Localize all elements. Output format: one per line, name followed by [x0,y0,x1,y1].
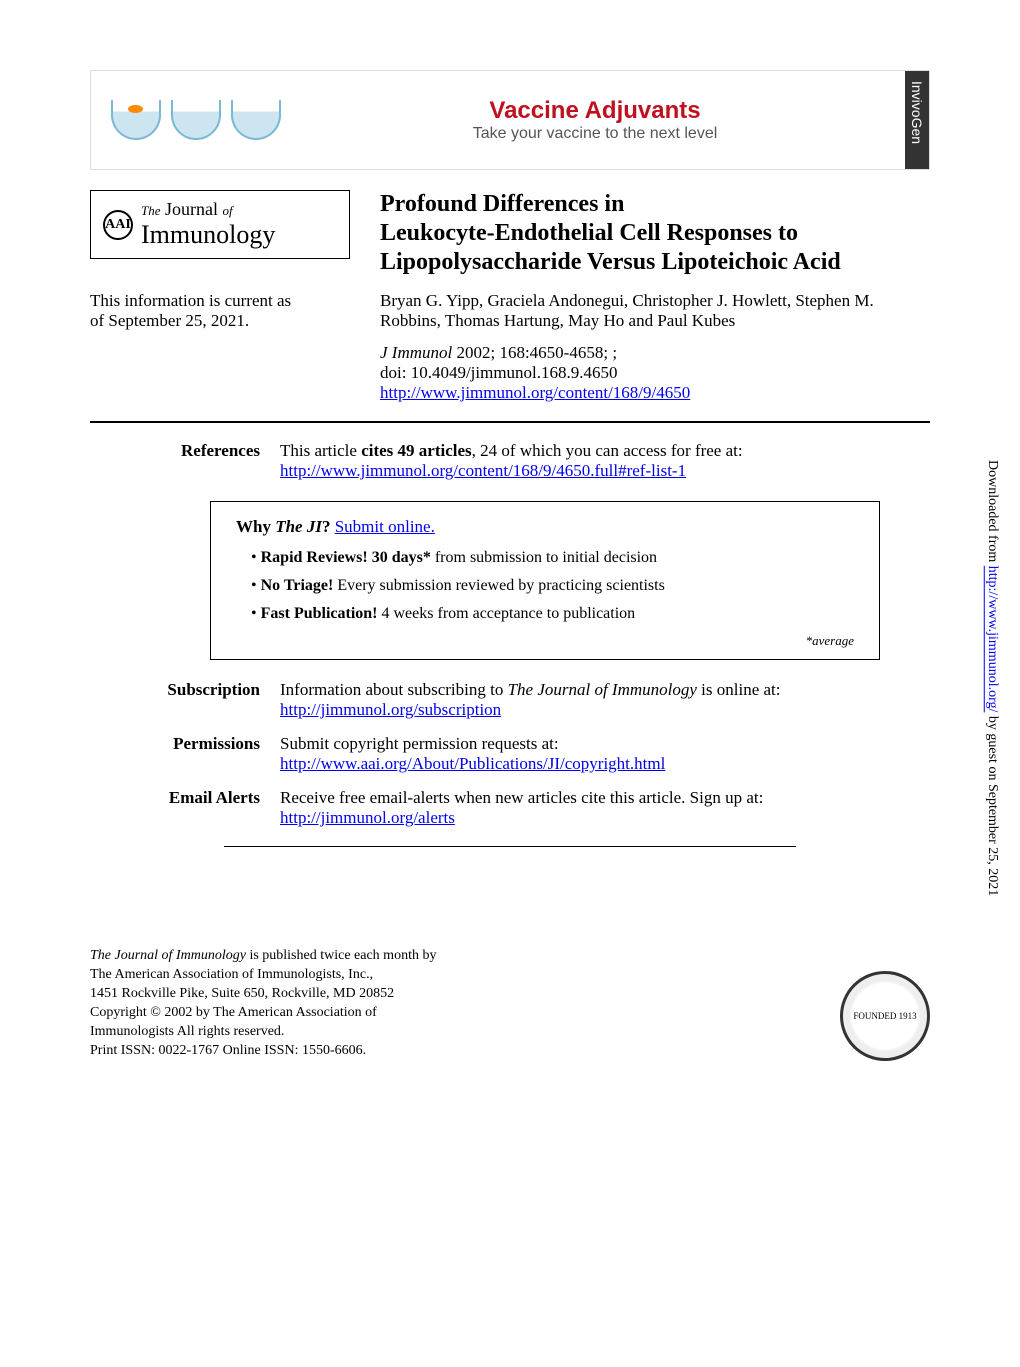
footer-text: The Journal of Immunology is published t… [90,947,436,1060]
authors: Bryan G. Yipp, Graciela Andonegui, Chris… [380,291,930,331]
sub-ital: The Journal of Immunology [508,680,697,699]
divider [90,421,930,423]
list-item: No Triage! Every submission reviewed by … [251,577,854,595]
alerts-text: Receive free email-alerts when new artic… [280,788,763,807]
why-q: ? [322,517,335,536]
foot-l1-rest: is published twice each month by [246,948,437,963]
journal-logo: AAI The Journal of Immunology [90,190,350,276]
sub-post: is online at: [697,680,781,699]
why-pre: Why [236,517,275,536]
aai-seal-icon: FOUNDED 1913 [840,971,930,1061]
foot-l2: The American Association of Immunologist… [90,967,373,982]
logo-badge-icon: AAI [103,210,133,240]
citation-rest: 2002; 168:4650-4658; ; [452,343,617,362]
logo-immunology: Immunology [141,220,275,249]
download-sidebar: Downloaded from http://www.jimmunol.org/… [984,460,1000,896]
current-line1: This information is current as [90,291,291,310]
perm-text: Submit copyright permission requests at: [280,734,559,753]
foot-l6: Print ISSN: 0022-1767 Online ISSN: 1550-… [90,1043,366,1058]
side-post: by guest on September 25, 2021 [985,712,1000,896]
title-line2: Leukocyte-Endothelial Cell Responses to [380,220,798,246]
permissions-url[interactable]: http://www.aai.org/About/Publications/JI… [280,754,665,773]
list-item: Fast Publication! 4 weeks from acceptanc… [251,605,854,623]
subscription-content: Information about subscribing to The Jou… [280,680,930,720]
permissions-label: Permissions [90,734,260,774]
ref-post: , 24 of which you can access for free at… [472,441,743,460]
citation-url[interactable]: http://www.jimmunol.org/content/168/9/46… [380,383,690,402]
why-item-rest: Every submission reviewed by practicing … [333,577,664,594]
ref-bold: cites 49 articles [361,441,471,460]
references-label: References [90,441,260,481]
article-title: Profound Differences in Leukocyte-Endoth… [380,190,841,276]
list-item: Rapid Reviews! 30 days* from submission … [251,549,854,567]
foot-l4: Copyright © 2002 by The American Associa… [90,1005,377,1020]
alerts-url[interactable]: http://jimmunol.org/alerts [280,808,455,827]
why-item-rest: from submission to initial decision [431,549,657,566]
citation-journal: J Immunol [380,343,452,362]
logo-journal: Journal [165,199,218,219]
references-content: This article cites 49 articles, 24 of wh… [280,441,930,481]
subscription-label: Subscription [90,680,260,720]
ad-brand: InvivoGen [905,71,929,169]
why-item-bold: Rapid Reviews! 30 days* [261,549,431,566]
sub-pre: Information about subscribing to [280,680,508,699]
title-line3: Lipopolysaccharide Versus Lipoteichoic A… [380,249,841,275]
logo-of: of [223,203,233,218]
references-url[interactable]: http://www.jimmunol.org/content/168/9/46… [280,461,686,480]
ad-banner[interactable]: Vaccine Adjuvants Take your vaccine to t… [90,70,930,170]
foot-l5: Immunologists All rights reserved. [90,1024,284,1039]
foot-l1-ital: The Journal of Immunology [90,948,246,963]
citation-doi: doi: 10.4049/jimmunol.168.9.4650 [380,363,618,382]
side-url[interactable]: http://www.jimmunol.org/ [985,566,1000,713]
why-item-bold: Fast Publication! [261,605,378,622]
subscription-url[interactable]: http://jimmunol.org/subscription [280,700,501,719]
alerts-content: Receive free email-alerts when new artic… [280,788,930,828]
ad-title: Vaccine Adjuvants [281,97,909,125]
why-ji: The JI [275,517,322,536]
submit-online-link[interactable]: Submit online. [335,517,435,536]
footer-divider [224,846,795,847]
current-line2: of September 25, 2021. [90,311,249,330]
ad-subtitle: Take your vaccine to the next level [281,125,909,143]
why-list: Rapid Reviews! 30 days* from submission … [236,549,854,623]
average-note: *average [236,633,854,649]
logo-the: The [141,203,161,218]
seal-text: FOUNDED 1913 [853,1011,916,1021]
permissions-content: Submit copyright permission requests at:… [280,734,930,774]
current-info: This information is current as of Septem… [90,291,350,403]
foot-l3: 1451 Rockville Pike, Suite 650, Rockvill… [90,986,394,1001]
alerts-label: Email Alerts [90,788,260,828]
side-pre: Downloaded from [985,460,1000,566]
ad-image [111,100,281,140]
why-item-bold: No Triage! [261,577,334,594]
title-line1: Profound Differences in [380,191,624,217]
why-item-rest: 4 weeks from acceptance to publication [378,605,636,622]
ref-pre: This article [280,441,361,460]
why-box: Why The JI? Submit online. Rapid Reviews… [210,501,880,660]
